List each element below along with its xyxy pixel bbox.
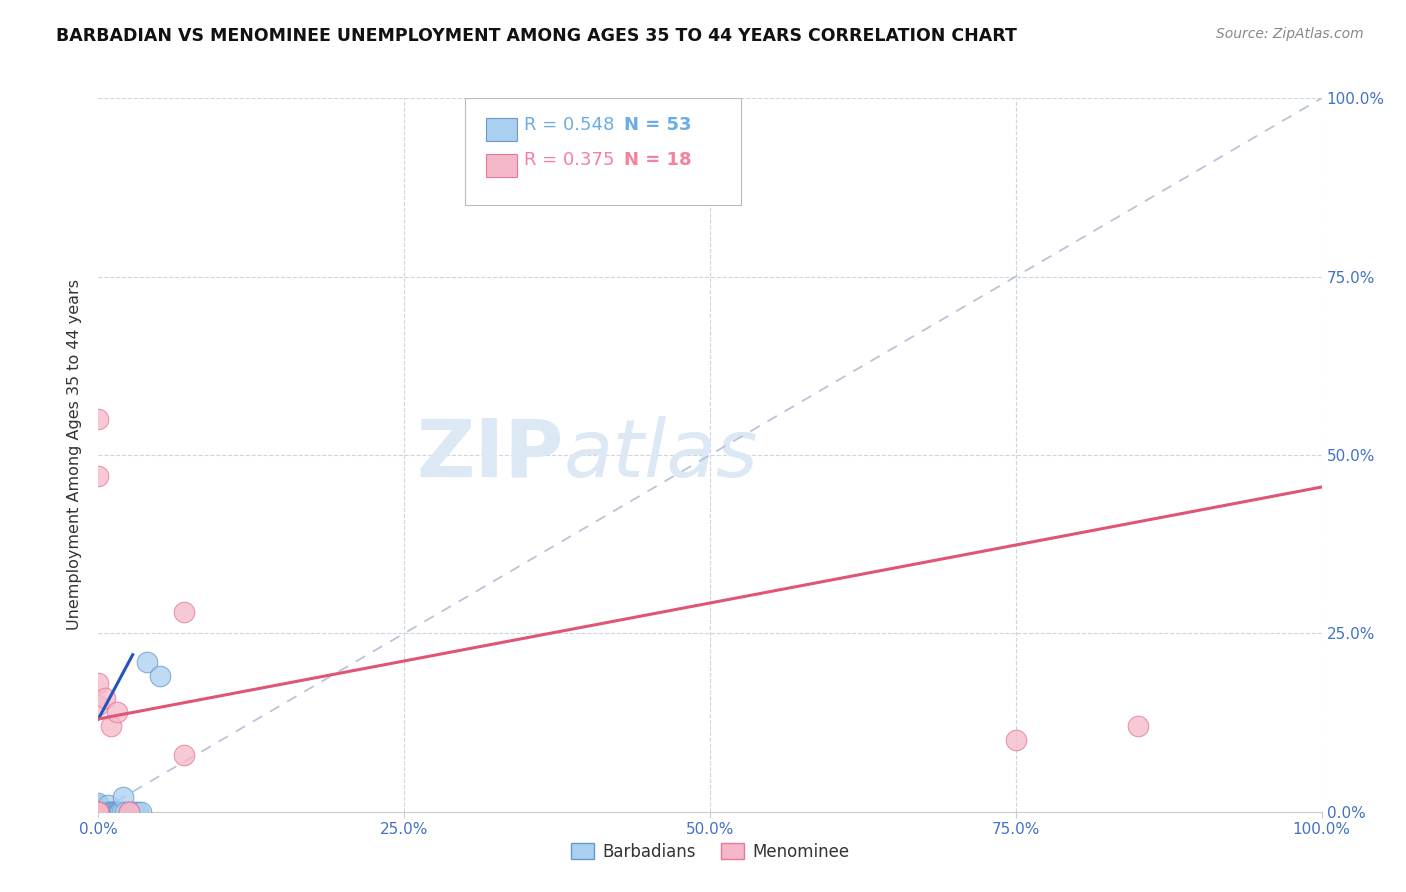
- Point: [105, 705, 128, 719]
- Point: [87, 805, 110, 819]
- Text: N = 18: N = 18: [624, 152, 692, 169]
- Point: [111, 805, 134, 819]
- Point: [87, 803, 110, 817]
- Y-axis label: Unemployment Among Ages 35 to 44 years: Unemployment Among Ages 35 to 44 years: [67, 279, 83, 631]
- Text: N = 53: N = 53: [624, 116, 692, 134]
- Point: [124, 805, 146, 819]
- Point: [101, 805, 124, 819]
- FancyBboxPatch shape: [465, 98, 741, 205]
- Point: [87, 801, 110, 815]
- Point: [97, 797, 120, 812]
- Point: [87, 805, 110, 819]
- Point: [111, 790, 134, 805]
- FancyBboxPatch shape: [486, 118, 517, 141]
- Point: [87, 805, 110, 819]
- Point: [173, 605, 195, 619]
- Point: [87, 802, 110, 816]
- Point: [96, 805, 118, 819]
- Point: [87, 412, 110, 426]
- Point: [1128, 719, 1150, 733]
- Point: [118, 805, 141, 819]
- Point: [87, 805, 110, 819]
- Point: [173, 747, 195, 762]
- Point: [87, 803, 110, 817]
- Point: [87, 805, 110, 819]
- Point: [100, 805, 122, 819]
- Point: [87, 805, 110, 819]
- Text: ZIP: ZIP: [416, 416, 564, 494]
- Point: [87, 805, 110, 819]
- Point: [87, 805, 110, 819]
- Point: [87, 803, 110, 817]
- Point: [97, 805, 120, 819]
- Text: R = 0.548: R = 0.548: [524, 116, 614, 134]
- Point: [100, 719, 122, 733]
- Point: [1004, 733, 1026, 747]
- Point: [91, 805, 114, 819]
- Point: [107, 805, 129, 819]
- Point: [93, 690, 115, 705]
- Point: [129, 805, 152, 819]
- Point: [87, 698, 110, 712]
- Point: [87, 803, 110, 817]
- Point: [87, 805, 110, 819]
- Point: [87, 805, 110, 819]
- Text: BARBADIAN VS MENOMINEE UNEMPLOYMENT AMONG AGES 35 TO 44 YEARS CORRELATION CHART: BARBADIAN VS MENOMINEE UNEMPLOYMENT AMON…: [56, 27, 1017, 45]
- Point: [87, 799, 110, 814]
- Point: [87, 805, 110, 819]
- Point: [118, 805, 141, 819]
- Point: [87, 805, 110, 819]
- Point: [94, 805, 117, 819]
- Point: [87, 796, 110, 810]
- Point: [114, 805, 136, 819]
- Point: [87, 805, 110, 819]
- Point: [87, 805, 110, 819]
- Point: [87, 469, 110, 483]
- Point: [118, 805, 141, 819]
- FancyBboxPatch shape: [486, 153, 517, 177]
- Legend: Barbadians, Menominee: Barbadians, Menominee: [564, 837, 856, 868]
- Text: atlas: atlas: [564, 416, 758, 494]
- Point: [87, 805, 110, 819]
- Point: [87, 805, 110, 819]
- Text: R = 0.375: R = 0.375: [524, 152, 614, 169]
- Point: [87, 805, 110, 819]
- Point: [87, 800, 110, 814]
- Point: [103, 805, 125, 819]
- Point: [98, 805, 121, 819]
- Text: Source: ZipAtlas.com: Source: ZipAtlas.com: [1216, 27, 1364, 41]
- Point: [101, 805, 124, 819]
- Point: [87, 676, 110, 690]
- Point: [87, 805, 110, 819]
- Point: [91, 805, 114, 819]
- Point: [105, 805, 128, 819]
- Point: [110, 805, 132, 819]
- Point: [87, 801, 110, 815]
- Point: [136, 655, 159, 669]
- Point: [149, 669, 172, 683]
- Point: [121, 805, 143, 819]
- Point: [87, 797, 110, 812]
- Point: [87, 805, 110, 819]
- Point: [127, 805, 149, 819]
- Point: [108, 805, 131, 819]
- Point: [87, 799, 110, 814]
- Point: [87, 797, 110, 812]
- Point: [104, 805, 127, 819]
